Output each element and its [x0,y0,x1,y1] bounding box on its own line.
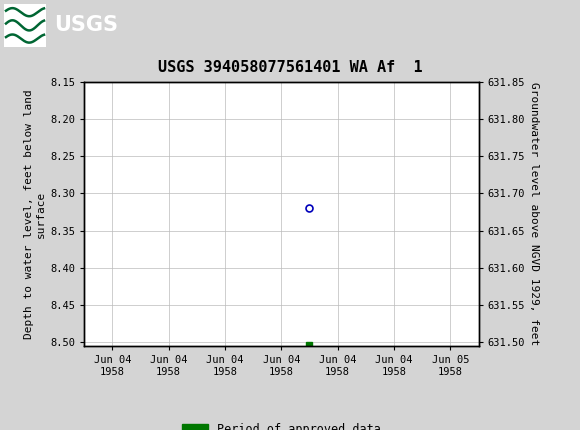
Text: USGS 394058077561401 WA Af  1: USGS 394058077561401 WA Af 1 [158,60,422,75]
Bar [4,4,46,47]
Y-axis label: Depth to water level, feet below land
surface: Depth to water level, feet below land su… [24,89,46,339]
Legend: Period of approved data: Period of approved data [177,418,386,430]
Y-axis label: Groundwater level above NGVD 1929, feet: Groundwater level above NGVD 1929, feet [529,82,539,346]
Text: USGS: USGS [54,15,118,35]
